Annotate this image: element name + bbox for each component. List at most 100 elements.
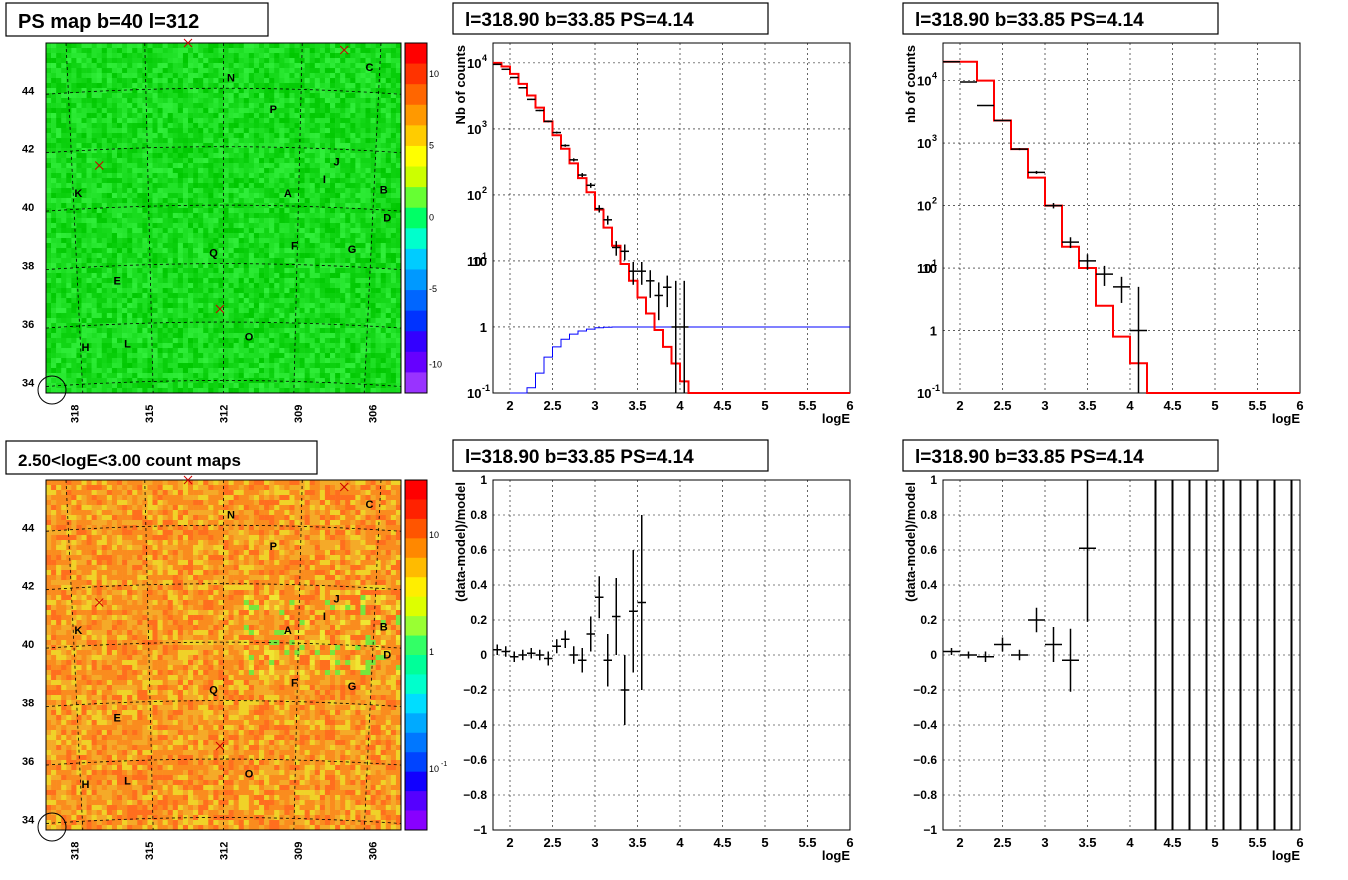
map-pixel [229,43,234,48]
map-pixel [254,268,259,273]
map-pixel [178,213,183,218]
map-pixel [203,213,208,218]
map-pixel [198,353,203,358]
map-pixel [264,253,269,258]
map-pixel [300,333,305,338]
map-pixel [305,68,310,73]
map-pixel [66,288,71,293]
map-pixel [274,123,279,128]
map-pixel [320,353,325,358]
map-pixel [345,233,350,238]
map-pixel [51,163,56,168]
map-pixel [254,338,259,343]
map-pixel [386,353,391,358]
map-pixel [127,163,132,168]
map-pixel [355,78,360,83]
map-pixel [310,203,315,208]
map-pixel [345,298,350,303]
map-pixel [320,118,325,123]
map-pixel [112,103,117,108]
map-pixel [198,328,203,333]
map-pixel [168,153,173,158]
map-pixel [229,343,234,348]
map-pixel [178,108,183,113]
map-pixel [97,363,102,368]
map-pixel [325,308,330,313]
map-pixel [386,253,391,258]
map-pixel [92,373,97,378]
map-pixel [178,128,183,133]
map-pixel [127,218,132,223]
map-pixel [218,168,223,173]
map-pixel [396,263,401,268]
map-pixel [208,178,213,183]
map-pixel [274,288,279,293]
map-pixel [153,313,158,318]
map-pixel [376,128,381,133]
map-pixel [66,293,71,298]
map-pixel [366,143,371,148]
map-pixel [360,218,365,223]
map-pixel [360,248,365,253]
map-pixel [183,93,188,98]
map-pixel [163,278,168,283]
map-pixel [320,153,325,158]
map-pixel [122,243,127,248]
map-pixel [102,118,107,123]
map-pixel [320,233,325,238]
map-pixel [376,288,381,293]
map-pixel [244,68,249,73]
map-pixel [396,73,401,78]
map-pixel [193,238,198,243]
map-pixel [178,73,183,78]
map-pixel [295,383,300,388]
map-pixel [137,343,142,348]
map-pixel [127,258,132,263]
map-pixel [61,183,66,188]
map-pixel [198,158,203,163]
map-pixel [66,243,71,248]
map-pixel [381,153,386,158]
map-pixel [92,293,97,298]
map-pixel [97,343,102,348]
map-pixel [391,83,396,88]
map-pixel [168,93,173,98]
map-pixel [61,193,66,198]
map-pixel [173,228,178,233]
map-pixel [127,68,132,73]
map-pixel [386,243,391,248]
map-pixel [97,308,102,313]
map-pixel [193,368,198,373]
map-pixel [132,118,137,123]
map-pixel [46,123,51,128]
map-pixel [224,218,229,223]
map-pixel [46,228,51,233]
map-pixel [295,53,300,58]
colorbar-segment [405,84,427,105]
map-pixel [51,288,56,293]
map-pixel [371,378,376,383]
map-pixel [137,113,142,118]
map-pixel [213,298,218,303]
map-pixel [381,168,386,173]
map-pixel [295,153,300,158]
map-pixel [56,353,61,358]
map-pixel [295,43,300,48]
map-pixel [391,278,396,283]
map-pixel [289,303,294,308]
map-pixel [178,298,183,303]
map-pixel [310,138,315,143]
map-pixel [178,343,183,348]
map-pixel [325,213,330,218]
map-pixel [386,293,391,298]
map-pixel [376,318,381,323]
map-pixel [193,128,198,133]
source-label-i: I [323,174,326,186]
map-pixel [213,173,218,178]
map-pixel [350,348,355,353]
map-pixel [183,83,188,88]
map-pixel [229,148,234,153]
map-pixel [183,328,188,333]
map-pixel [360,343,365,348]
map-pixel [153,323,158,328]
